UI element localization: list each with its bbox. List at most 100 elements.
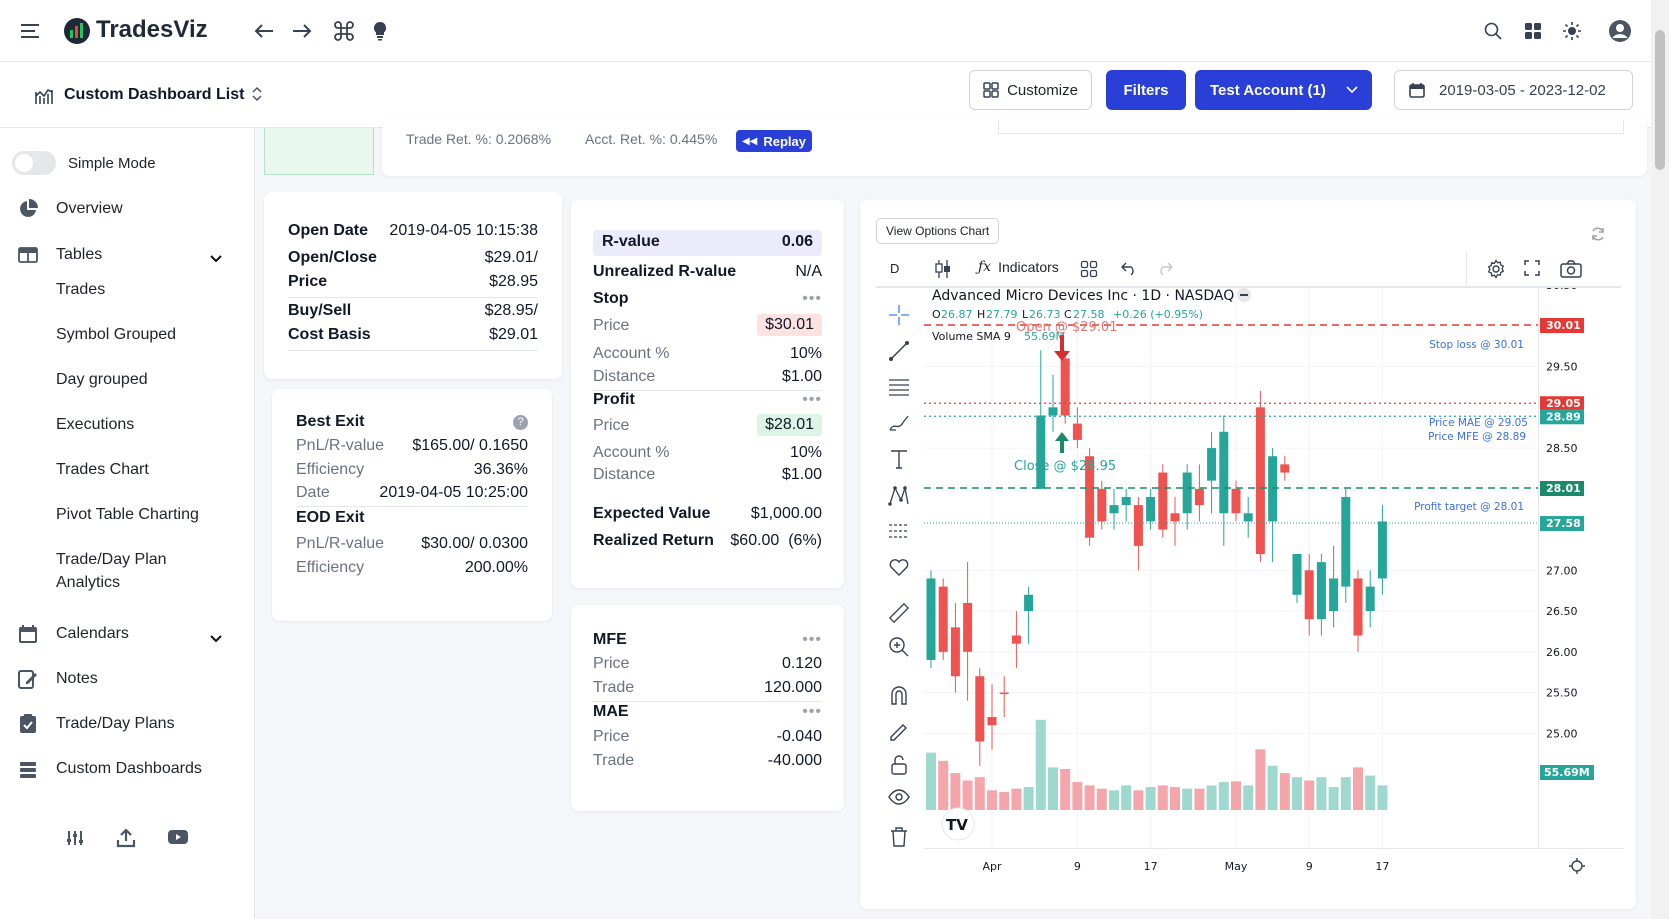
- magnet-icon[interactable]: [888, 684, 910, 710]
- sidebar-subitem-trades[interactable]: Trades: [56, 281, 106, 298]
- chart-settings-gear-icon[interactable]: [1569, 858, 1585, 874]
- lock-pencil-icon[interactable]: [888, 720, 910, 746]
- volume-bar: [938, 760, 949, 810]
- forward-arrow-icon[interactable]: [290, 19, 314, 43]
- dashboard-list-title[interactable]: Custom Dashboard List: [64, 86, 245, 103]
- mfe-more-icon[interactable]: •••: [802, 631, 822, 648]
- redo-icon[interactable]: [1157, 261, 1175, 277]
- sidebar-subitem-trade-day-plan[interactable]: Trade/Day Plan: [56, 551, 167, 568]
- page-scrollbar[interactable]: [1651, 0, 1669, 919]
- sidebar-item-overview[interactable]: Overview: [18, 199, 123, 219]
- back-arrow-icon[interactable]: [252, 19, 276, 43]
- horizontal-lines-icon[interactable]: [888, 376, 910, 402]
- chevron-down-icon[interactable]: [210, 250, 224, 263]
- candle-body: [1194, 488, 1204, 506]
- candlestick-chart[interactable]: 30.50 29.50 28.50 27.00 26.50 26.00 25.50 25.00…: [924, 288, 1624, 886]
- user-avatar-icon[interactable]: [1608, 19, 1632, 43]
- mae-more-icon[interactable]: •••: [802, 703, 822, 720]
- mae-trade-value: -40.000: [767, 752, 822, 769]
- chart-symbol-title: Advanced Micro Devices Inc · 1D · NASDAQ: [932, 288, 1234, 304]
- candle-body: [938, 586, 948, 652]
- eod-efficiency-label: Efficiency: [296, 559, 365, 576]
- tradingview-logo-icon: TV: [941, 807, 975, 841]
- unlock-icon[interactable]: [888, 754, 910, 780]
- brush-icon[interactable]: [888, 412, 910, 438]
- volume-bar: [1304, 780, 1315, 810]
- replay-label: Replay: [763, 133, 807, 149]
- youtube-icon[interactable]: [168, 830, 190, 846]
- command-icon[interactable]: [332, 19, 356, 43]
- stop-more-icon[interactable]: •••: [802, 290, 822, 307]
- sidebar-subitem-symbol-grouped[interactable]: Symbol Grouped: [56, 326, 177, 343]
- x-tick-label: May: [1225, 860, 1248, 873]
- eod-pnl-value: $30.00/ 0.0300: [421, 535, 528, 552]
- sort-chevrons-icon[interactable]: [252, 86, 266, 104]
- volume-bar: [1109, 790, 1119, 810]
- trend-line-icon[interactable]: [888, 340, 910, 366]
- undo-icon[interactable]: [1121, 261, 1139, 277]
- stop-price-value[interactable]: $30.01: [757, 314, 822, 336]
- pattern-icon[interactable]: [888, 484, 910, 510]
- account-return-value: 0.445%: [669, 131, 718, 147]
- theme-sun-icon[interactable]: [1561, 20, 1583, 42]
- top-navbar: TradesViz: [0, 0, 1651, 62]
- crosshair-icon[interactable]: [888, 304, 910, 330]
- profit-price-value[interactable]: $28.01: [757, 414, 822, 436]
- settings-gear-icon[interactable]: [1486, 259, 1506, 279]
- svg-text:O: O: [932, 308, 941, 321]
- indicators-label: Indicators: [998, 259, 1059, 275]
- profit-distance-value: $1.00: [781, 466, 822, 483]
- eye-icon[interactable]: [888, 786, 910, 812]
- candle-body: [1146, 496, 1156, 522]
- view-options-chart-button[interactable]: View Options Chart: [876, 218, 1000, 244]
- heart-icon[interactable]: [888, 556, 910, 582]
- replay-button[interactable]: ◀◀ Replay: [736, 130, 812, 152]
- app-name[interactable]: TradesViz: [96, 16, 208, 43]
- upload-icon[interactable]: [116, 828, 138, 848]
- sidebar-subitem-pivot-table-charting[interactable]: Pivot Table Charting: [56, 506, 199, 523]
- tradesviz-logo-icon[interactable]: [62, 16, 92, 46]
- sidebar-item-trade-day-plans[interactable]: Trade/Day Plans: [18, 714, 175, 734]
- price-tag-label: 28.89: [1546, 410, 1581, 423]
- forecast-icon[interactable]: [888, 520, 910, 546]
- lightbulb-icon[interactable]: [368, 19, 392, 43]
- price-tag: [1540, 318, 1584, 333]
- volume-bar: [1231, 781, 1241, 810]
- zoom-in-icon[interactable]: [888, 636, 910, 662]
- fullscreen-icon[interactable]: [1524, 260, 1542, 278]
- trash-icon[interactable]: [888, 826, 910, 852]
- account-select[interactable]: Test Account (1): [1195, 70, 1372, 110]
- interval-button[interactable]: D: [890, 261, 900, 276]
- text-tool-icon[interactable]: [888, 448, 910, 474]
- sidebar-item-tables[interactable]: Tables: [18, 246, 102, 264]
- best-efficiency-value: 36.36%: [473, 461, 528, 478]
- help-icon[interactable]: ?: [513, 415, 528, 430]
- refresh-icon[interactable]: [1590, 226, 1608, 244]
- camera-icon[interactable]: [1560, 260, 1582, 278]
- sidebar-item-custom-dashboards[interactable]: Custom Dashboards: [18, 759, 202, 779]
- apps-grid-icon[interactable]: [1522, 20, 1544, 42]
- sidebar-subitem-trades-chart[interactable]: Trades Chart: [56, 461, 149, 478]
- candles-icon[interactable]: [934, 259, 952, 279]
- sidebar-subitem-analytics[interactable]: Analytics: [56, 574, 121, 591]
- sidebar-subitem-executions[interactable]: Executions: [56, 416, 135, 433]
- sidebar-item-calendars[interactable]: Calendars: [18, 624, 129, 644]
- indicators-button[interactable]: ƒx Indicators: [978, 259, 1059, 275]
- profit-more-icon[interactable]: •••: [802, 391, 822, 408]
- sidebar-item-notes[interactable]: Notes: [18, 669, 98, 689]
- page-scrollbar-thumb[interactable]: [1655, 30, 1665, 170]
- sidebar-subitem-day-grouped[interactable]: Day grouped: [56, 371, 148, 388]
- volume-bar: [1377, 785, 1388, 810]
- layouts-icon[interactable]: [1080, 260, 1098, 278]
- menu-icon[interactable]: [20, 20, 42, 42]
- simple-mode-toggle[interactable]: [12, 151, 56, 175]
- chevron-down-icon[interactable]: [210, 630, 224, 643]
- eod-exit-title: EOD Exit: [296, 509, 365, 526]
- open-annotation: Open @ $29.01: [1016, 320, 1117, 335]
- sliders-icon[interactable]: [66, 830, 86, 848]
- search-icon[interactable]: [1482, 20, 1504, 42]
- customize-button[interactable]: Customize: [969, 70, 1092, 110]
- ruler-icon[interactable]: [888, 602, 910, 628]
- filters-button[interactable]: Filters: [1106, 70, 1186, 110]
- date-range-picker[interactable]: 2019-03-05 - 2023-12-02: [1394, 70, 1633, 110]
